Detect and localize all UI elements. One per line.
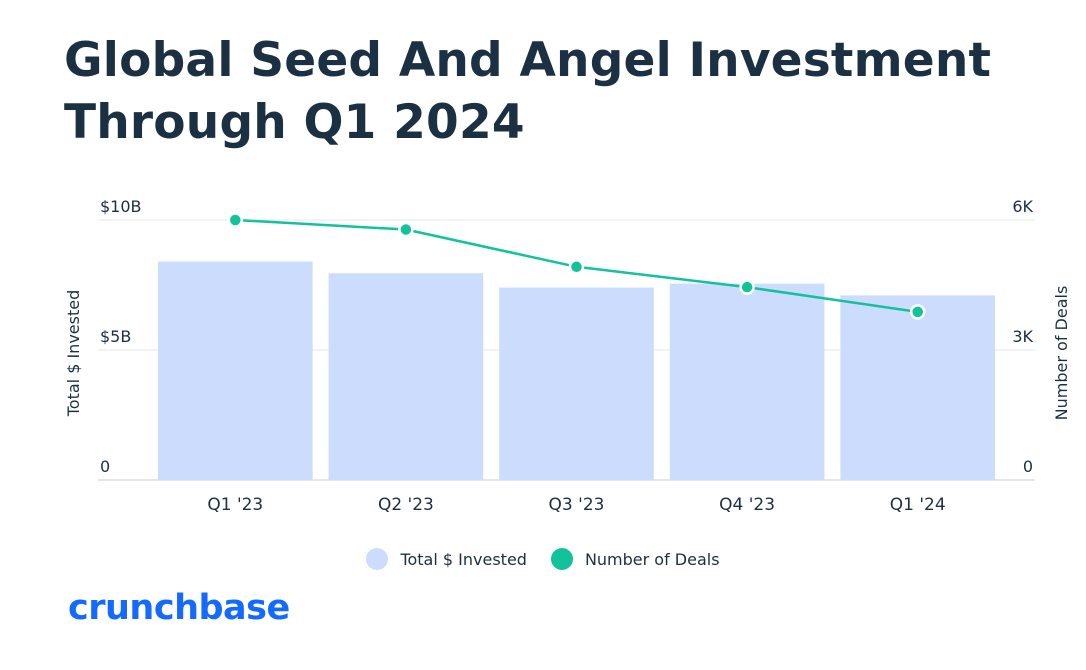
bar [840,295,995,480]
x-tick-label: Q2 '23 [378,495,434,515]
deals-point [909,304,926,320]
legend-label-total-invested: Total $ Invested [400,549,527,569]
crunchbase-logo: crunchbase [68,588,290,628]
legend-swatch-line [550,548,573,570]
bar [328,273,484,480]
deals-point [398,221,414,238]
y-right-tick-label: 6K [1012,197,1033,216]
y-left-tick-label: $10B [100,197,142,216]
y-left-tick-label: 0 [100,457,110,476]
legend: Total $ Invested Number of Deals [0,548,1086,570]
x-tick-label: Q1 '24 [890,495,946,515]
bar [158,261,313,480]
chart-title: Global Seed And Angel Investment Through… [64,33,992,150]
x-tick-label: Q4 '23 [719,495,775,515]
legend-item-total-invested[interactable]: Total $ Invested [366,548,527,570]
y-right-tick-label: 0 [1023,457,1033,476]
y-right-axis-title: Number of Deals [1052,286,1071,421]
y-right-tick-label: 3K [1012,327,1033,346]
y-left-axis-title: Total $ Invested [64,290,83,418]
y-left-tick-label: $5B [100,327,131,346]
deals-point [739,279,755,295]
deals-point [227,212,244,228]
bar [499,287,654,480]
legend-label-number-of-deals: Number of Deals [584,549,720,569]
x-tick-label: Q1 '23 [207,495,263,515]
deals-point [568,259,585,275]
bar [669,283,825,480]
legend-item-number-of-deals[interactable]: Number of Deals [550,548,720,570]
chart: 0 $5B $10B 0 3K 6K Total $ Invested Number of D… [64,197,1071,515]
legend-swatch-bar [366,548,389,570]
x-tick-label: Q3 '23 [549,495,605,515]
